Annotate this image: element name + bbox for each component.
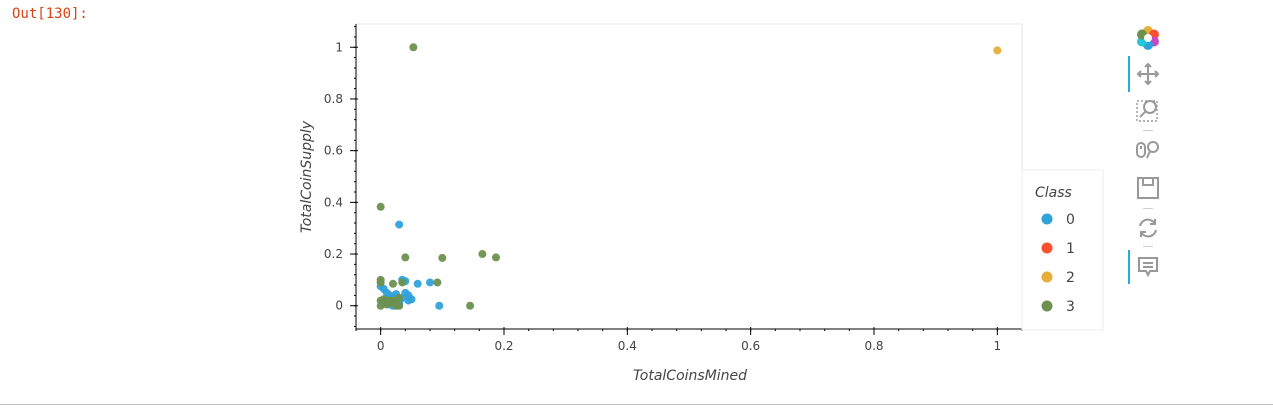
data-point-class-0 xyxy=(435,301,444,310)
x-tick-label: 0 xyxy=(377,339,385,353)
legend: Class 0 1 2 3 xyxy=(1021,169,1104,331)
bokeh-logo-icon[interactable] xyxy=(1128,24,1168,52)
wheel-zoom-tool-icon[interactable] xyxy=(1128,136,1168,164)
data-point-class-3 xyxy=(376,278,385,287)
cell-divider xyxy=(0,404,1273,405)
data-point-class-0 xyxy=(395,220,404,229)
data-point-class-3 xyxy=(409,43,418,52)
x-tick-label: 1 xyxy=(994,339,1002,353)
toolbar-divider xyxy=(1143,208,1153,209)
plot-frame xyxy=(355,23,1023,330)
box-zoom-tool-icon[interactable] xyxy=(1128,96,1168,124)
legend-title: Class xyxy=(1035,185,1072,201)
y-axis: 0 0.2 0.4 0.6 0.8 1 xyxy=(324,24,358,329)
x-tick-label: 0.2 xyxy=(494,339,513,353)
data-point-class-3 xyxy=(382,297,391,306)
legend-marker-class-1 xyxy=(1041,242,1053,254)
pan-tool-icon[interactable] xyxy=(1128,56,1168,92)
y-axis-label: TotalCoinSupply xyxy=(299,120,315,233)
scatter-points xyxy=(376,43,1002,310)
data-point-class-3 xyxy=(376,301,385,310)
y-tick-label: 0 xyxy=(335,299,343,313)
data-point-class-3 xyxy=(395,293,404,302)
data-point-class-3 xyxy=(478,250,487,259)
legend-marker-class-0 xyxy=(1041,213,1053,225)
x-axis: 0 0.2 0.4 0.6 0.8 1 xyxy=(355,327,1023,353)
plot-toolbar xyxy=(1128,20,1168,290)
data-point-class-3 xyxy=(433,278,442,287)
x-axis-label: TotalCoinsMined xyxy=(633,368,747,384)
y-tick-label: 1 xyxy=(335,40,343,54)
data-point-class-0 xyxy=(404,296,413,305)
legend-marker-class-2 xyxy=(1041,271,1053,283)
data-point-class-3 xyxy=(438,253,447,262)
legend-label-class-3: 3 xyxy=(1066,299,1075,315)
data-point-class-3 xyxy=(376,202,385,211)
y-tick-label: 0.8 xyxy=(324,92,343,106)
data-point-class-3 xyxy=(389,279,397,288)
save-tool-icon[interactable] xyxy=(1128,174,1168,202)
toolbar-divider xyxy=(1143,246,1153,247)
output-prompt: Out[130]: xyxy=(12,6,88,22)
y-tick-label: 0.2 xyxy=(324,247,343,261)
legend-label-class-2: 2 xyxy=(1066,270,1075,286)
y-tick-label: 0.6 xyxy=(324,144,343,158)
y-tick-label: 0.4 xyxy=(324,195,343,209)
data-point-class-3 xyxy=(389,296,397,305)
x-tick-label: 0.8 xyxy=(864,339,883,353)
toolbar-divider xyxy=(1143,130,1153,131)
reset-tool-icon[interactable] xyxy=(1128,214,1168,242)
legend-box xyxy=(1021,169,1104,331)
hover-tool-icon[interactable] xyxy=(1128,250,1168,284)
data-point-class-3 xyxy=(401,253,410,262)
legend-label-class-0: 0 xyxy=(1066,212,1075,228)
data-point-class-2 xyxy=(993,46,1002,55)
data-point-class-3 xyxy=(491,253,500,262)
legend-label-class-1: 1 xyxy=(1066,241,1075,257)
x-tick-label: 0.6 xyxy=(741,339,760,353)
data-point-class-0 xyxy=(426,278,434,287)
x-tick-label: 0.4 xyxy=(618,339,637,353)
data-point-class-3 xyxy=(395,301,404,310)
data-point-class-3 xyxy=(466,301,475,310)
legend-marker-class-3 xyxy=(1041,300,1053,312)
data-point-class-3 xyxy=(398,278,407,287)
data-point-class-0 xyxy=(413,279,422,288)
